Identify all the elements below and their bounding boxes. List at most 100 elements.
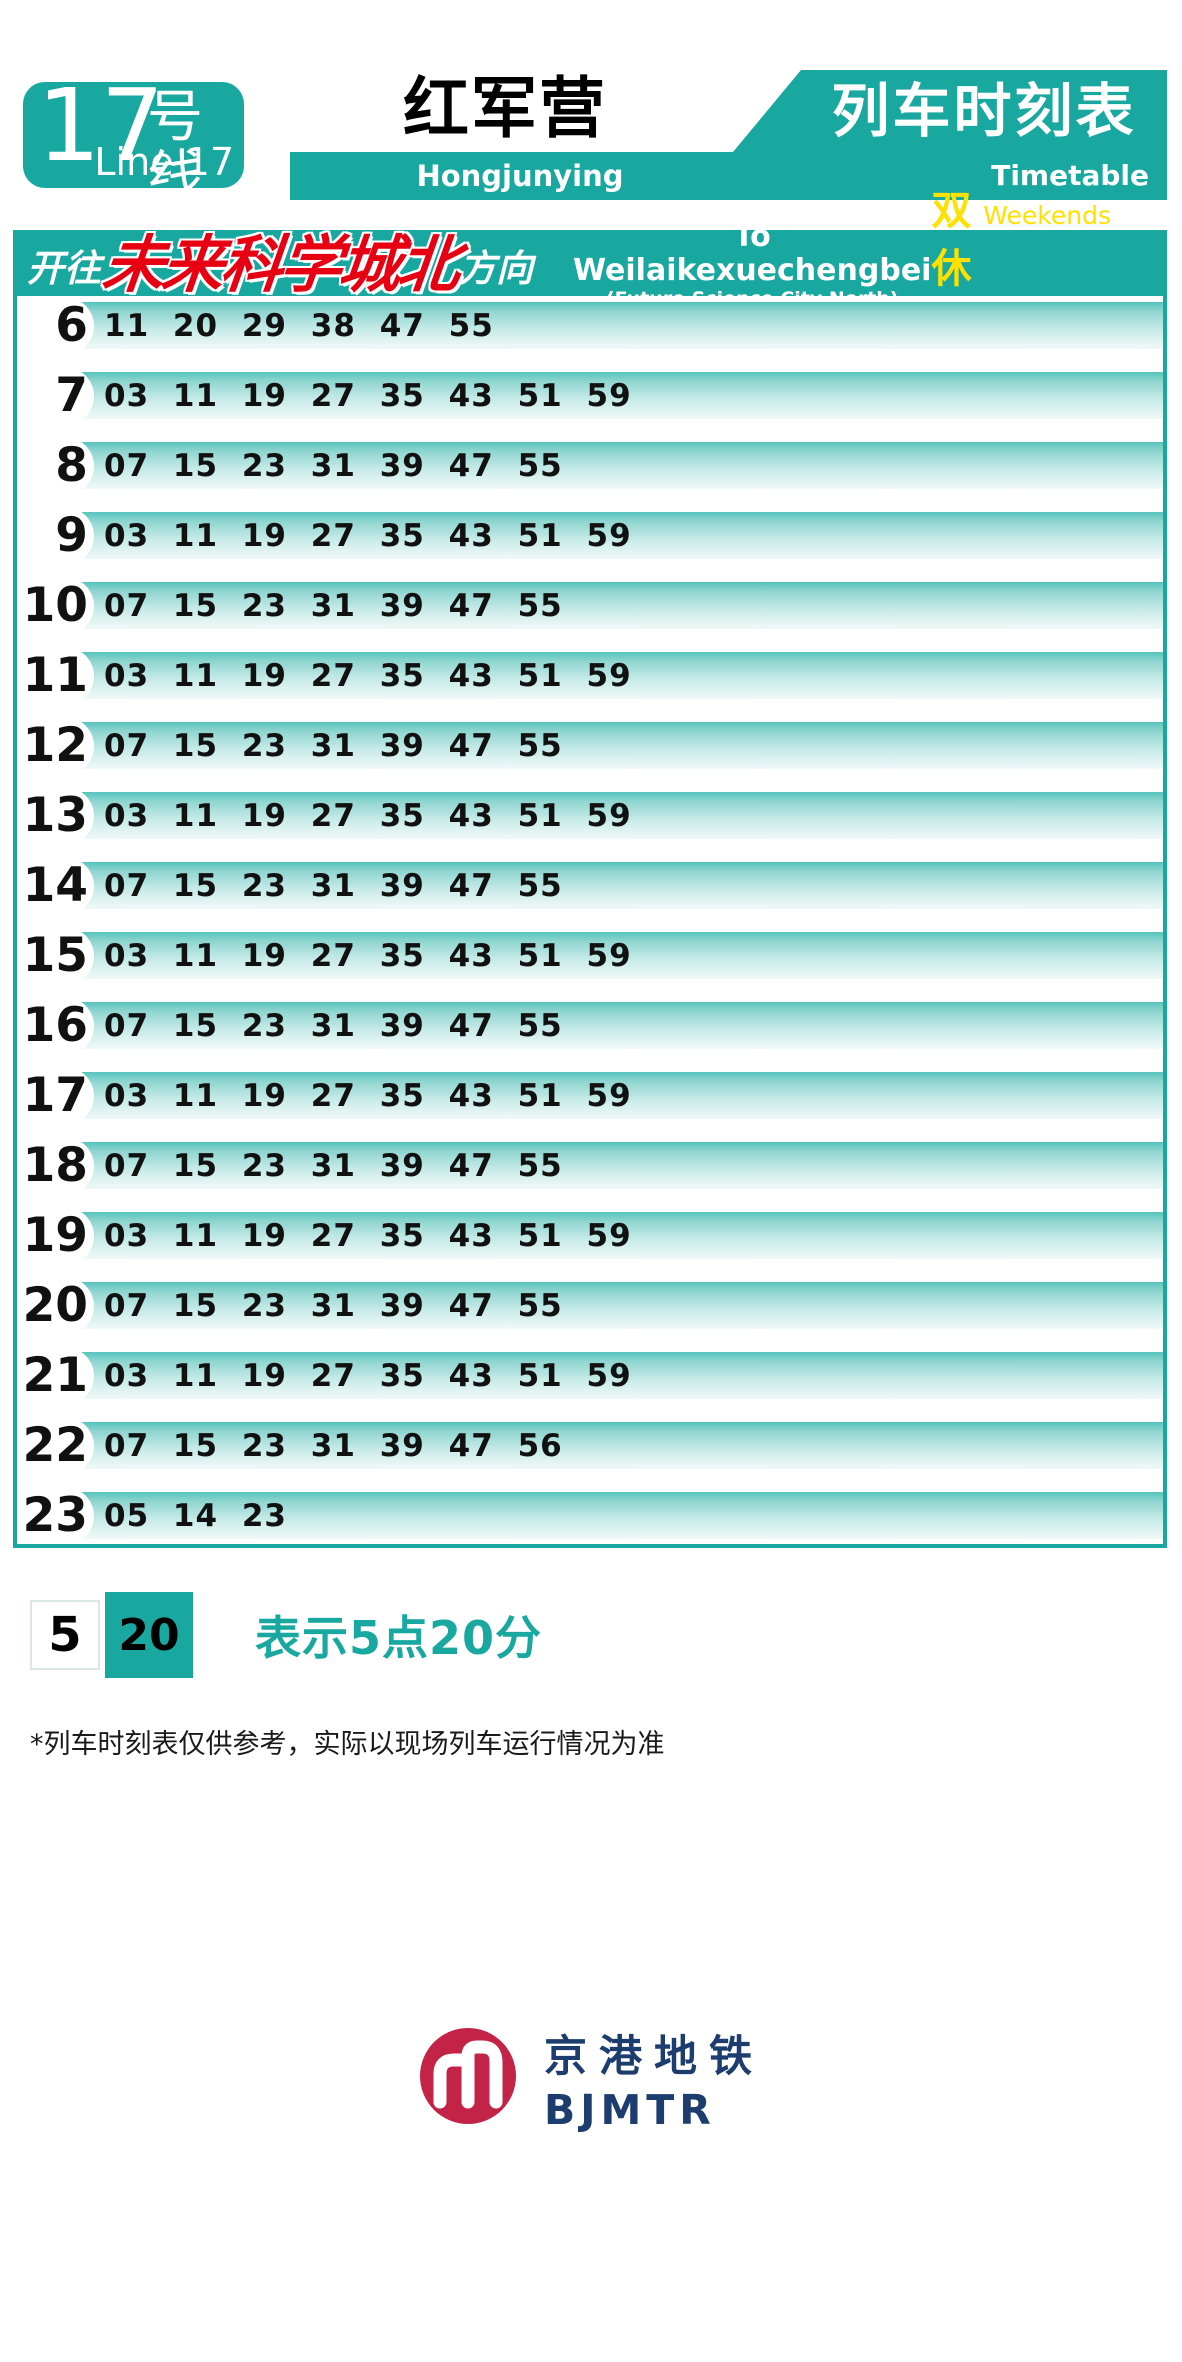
destination-name: 未来科学城北 xyxy=(99,228,461,301)
minutes-bar: 07 15 23 31 39 47 56 xyxy=(66,1422,1163,1469)
minutes-bar: 11 20 29 38 47 55 xyxy=(66,302,1163,349)
direction-bar: 开往 未来科学城北 方向 To Weilaikexuechengbei (Fut… xyxy=(17,188,1163,350)
table-row: 17 03 11 19 27 35 43 51 59 xyxy=(17,1072,1163,1119)
hour-label: 17 xyxy=(22,1068,88,1123)
hour-label: 11 xyxy=(22,648,88,703)
hour-label: 12 xyxy=(22,718,88,773)
hour-label: 23 xyxy=(22,1488,88,1543)
minutes-list: 03 11 19 27 35 43 51 59 xyxy=(104,798,632,834)
timetable-title-en: Timetable xyxy=(991,159,1149,192)
minutes-list: 03 11 19 27 35 43 51 59 xyxy=(104,938,632,974)
minutes-list: 07 15 23 31 39 47 55 xyxy=(104,868,563,904)
table-row: 7 03 11 19 27 35 43 51 59 xyxy=(17,372,1163,419)
direction-en-group: To Weilaikexuechengbei (Future Science C… xyxy=(573,218,932,311)
station-name-en: Hongjunying xyxy=(416,159,624,193)
minutes-bar: 03 11 19 27 35 43 51 59 xyxy=(66,1212,1163,1259)
hour-label: 20 xyxy=(22,1278,88,1333)
table-row: 18 07 15 23 31 39 47 55 xyxy=(17,1142,1163,1189)
legend-minute-box: 20 xyxy=(105,1592,193,1678)
direction-prefix: 开往 xyxy=(27,247,101,290)
timetable-title-banner: 列车时刻表 xyxy=(733,70,1167,152)
hour-label: 21 xyxy=(22,1348,88,1403)
minutes-list: 07 15 23 31 39 47 56 xyxy=(104,1428,563,1464)
minutes-list: 03 11 19 27 35 43 51 59 xyxy=(104,1078,632,1114)
line-suffix: 号线 xyxy=(147,85,203,210)
minutes-bar: 05 14 23 xyxy=(66,1492,1163,1539)
hour-label: 22 xyxy=(22,1418,88,1473)
table-row: 11 03 11 19 27 35 43 51 59 xyxy=(17,652,1163,699)
minutes-list: 03 11 19 27 35 43 51 59 xyxy=(104,1218,632,1254)
table-row: 22 07 15 23 31 39 47 56 xyxy=(17,1422,1163,1469)
schedule-type-en: Weekends xyxy=(983,201,1111,230)
minutes-bar: 07 15 23 31 39 47 55 xyxy=(66,1282,1163,1329)
minutes-list: 07 15 23 31 39 47 55 xyxy=(104,588,563,624)
minutes-bar: 07 15 23 31 39 47 55 xyxy=(66,1142,1163,1189)
hour-label: 18 xyxy=(22,1138,88,1193)
bjmtr-logo-icon xyxy=(418,2026,518,2130)
table-row: 19 03 11 19 27 35 43 51 59 xyxy=(17,1212,1163,1259)
table-row: 15 03 11 19 27 35 43 51 59 xyxy=(17,932,1163,979)
header-strip: Hongjunying Timetable xyxy=(290,152,1167,200)
table-row: 16 07 15 23 31 39 47 55 xyxy=(17,1002,1163,1049)
minutes-bar: 03 11 19 27 35 43 51 59 xyxy=(66,512,1163,559)
line-number: 17 xyxy=(37,67,165,184)
minutes-bar: 07 15 23 31 39 47 55 xyxy=(66,442,1163,489)
hour-label: 15 xyxy=(22,928,88,983)
minutes-bar: 03 11 19 27 35 43 51 59 xyxy=(66,1352,1163,1399)
timetable-rows: 6 11 20 29 38 47 55 7 03 11 19 27 35 43 … xyxy=(17,296,1163,1539)
table-row: 21 03 11 19 27 35 43 51 59 xyxy=(17,1352,1163,1399)
table-row: 6 11 20 29 38 47 55 xyxy=(17,302,1163,349)
station-name: 红军营 xyxy=(403,70,607,147)
minutes-list: 03 11 19 27 35 43 51 59 xyxy=(104,1358,632,1394)
table-row: 10 07 15 23 31 39 47 55 xyxy=(17,582,1163,629)
timetable-title: 列车时刻表 xyxy=(831,77,1137,145)
legend-hour-box: 5 xyxy=(30,1600,100,1670)
minutes-bar: 03 11 19 27 35 43 51 59 xyxy=(66,652,1163,699)
company-name-en: BJMTR xyxy=(544,2086,716,2134)
minutes-bar: 03 11 19 27 35 43 51 59 xyxy=(66,372,1163,419)
logo-text-group: 京港地铁 BJMTR xyxy=(544,2022,764,2134)
minutes-list: 03 11 19 27 35 43 51 59 xyxy=(104,518,632,554)
minutes-bar: 07 15 23 31 39 47 55 xyxy=(66,1002,1163,1049)
table-row: 9 03 11 19 27 35 43 51 59 xyxy=(17,512,1163,559)
table-row: 23 05 14 23 xyxy=(17,1492,1163,1539)
table-row: 20 07 15 23 31 39 47 55 xyxy=(17,1282,1163,1329)
hour-label: 16 xyxy=(22,998,88,1053)
minutes-bar: 07 15 23 31 39 47 55 xyxy=(66,582,1163,629)
destination-name-en: To Weilaikexuechengbei xyxy=(573,218,932,289)
minutes-list: 03 11 19 27 35 43 51 59 xyxy=(104,378,632,414)
table-row: 13 03 11 19 27 35 43 51 59 xyxy=(17,792,1163,839)
minutes-list: 05 14 23 xyxy=(104,1498,288,1534)
hour-label: 6 xyxy=(55,298,88,353)
minutes-list: 07 15 23 31 39 47 55 xyxy=(104,1008,563,1044)
line-name-en: Line 17 xyxy=(94,140,234,184)
direction-zh-group: 开往 未来科学城北 方向 xyxy=(17,228,534,301)
table-row: 14 07 15 23 31 39 47 55 xyxy=(17,862,1163,909)
legend-explanation: 表示5点20分 xyxy=(255,1611,543,1665)
timetable-board: 开往 未来科学城北 方向 To Weilaikexuechengbei (Fut… xyxy=(13,188,1167,1548)
minutes-bar: 03 11 19 27 35 43 51 59 xyxy=(66,932,1163,979)
hour-label: 8 xyxy=(55,438,88,493)
minutes-list: 07 15 23 31 39 47 55 xyxy=(104,1148,563,1184)
table-row: 8 07 15 23 31 39 47 55 xyxy=(17,442,1163,489)
minutes-list: 03 11 19 27 35 43 51 59 xyxy=(104,658,632,694)
footer-logo: 京港地铁 BJMTR xyxy=(0,2022,1182,2134)
disclaimer-note: *列车时刻表仅供参考，实际以现场列车运行情况为准 xyxy=(30,1729,665,1760)
hour-label: 7 xyxy=(55,368,88,423)
minutes-bar: 07 15 23 31 39 47 55 xyxy=(66,862,1163,909)
minutes-bar: 07 15 23 31 39 47 55 xyxy=(66,722,1163,769)
minutes-list: 07 15 23 31 39 47 55 xyxy=(104,448,563,484)
hour-label: 19 xyxy=(22,1208,88,1263)
hour-label: 10 xyxy=(22,578,88,633)
minutes-list: 07 15 23 31 39 47 55 xyxy=(104,728,563,764)
hour-label: 13 xyxy=(22,788,88,843)
hour-label: 14 xyxy=(22,858,88,913)
company-name-zh: 京港地铁 xyxy=(544,2032,764,2082)
direction-suffix: 方向 xyxy=(459,247,534,290)
table-row: 12 07 15 23 31 39 47 55 xyxy=(17,722,1163,769)
hour-label: 9 xyxy=(55,508,88,563)
minutes-list: 07 15 23 31 39 47 55 xyxy=(104,1288,563,1324)
minutes-bar: 03 11 19 27 35 43 51 59 xyxy=(66,792,1163,839)
legend: 5 20 表示5点20分 xyxy=(30,1592,542,1678)
